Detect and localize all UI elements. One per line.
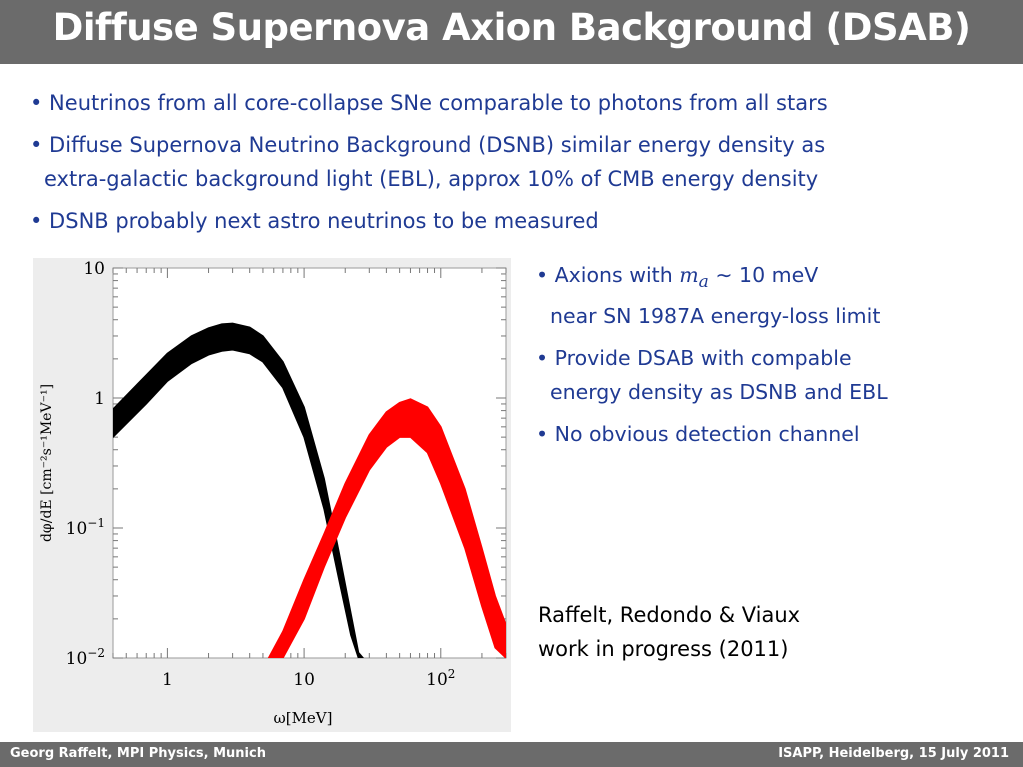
bullet-axion-mass-line1: • Axions with ma ∼ 10 meV xyxy=(536,258,1016,299)
y-tick-label: 1 xyxy=(94,389,105,409)
reference-authors: Raffelt, Redondo & Viaux xyxy=(538,603,801,627)
chart-panel: 1 10 102 10 1 10−1 10−2 ω[MeV] dφ/dE [cm⁻²s⁻¹M… xyxy=(33,258,511,732)
axion-mass-symbol: m xyxy=(679,263,699,287)
y-tick-label: 10 xyxy=(83,259,105,279)
main-bullet-list: • Neutrinos from all core-collapse SNe c… xyxy=(30,86,1000,246)
band-layer xyxy=(113,322,506,658)
y-axis-label: dφ/dE [cm⁻²s⁻¹MeV⁻¹] xyxy=(39,384,55,542)
x-tick-label: 1 xyxy=(162,670,173,690)
bullet-neutrinos: • Neutrinos from all core-collapse SNe c… xyxy=(30,91,828,115)
y-tick-label: 10−1 xyxy=(66,516,105,539)
slide-title: Diffuse Supernova Axion Background (DSAB… xyxy=(52,6,971,49)
side-bullet-list: • Axions with ma ∼ 10 meV near SN 1987A … xyxy=(536,258,1016,459)
bullet-dsab-energy-line1: • Provide DSAB with compable xyxy=(536,346,852,371)
x-tick-label: 10 xyxy=(293,670,315,690)
footer-author: Georg Raffelt, MPI Physics, Munich xyxy=(10,746,266,761)
neutrino-band xyxy=(113,322,365,658)
bullet-axion-mass-suffix: ∼ 10 meV xyxy=(708,263,819,287)
y-tick-label: 10−2 xyxy=(66,646,105,669)
bullet-axion-mass: • Axions with ma ∼ 10 meV near SN 1987A … xyxy=(536,258,1016,333)
axion-band xyxy=(267,398,506,658)
title-bar xyxy=(0,0,1023,64)
bullet-dsab-energy-line2: energy density as DSNB and EBL xyxy=(550,380,888,405)
bullet-no-detection: • No obvious detection channel xyxy=(536,422,860,447)
footer-event: ISAPP, Heidelberg, 15 July 2011 xyxy=(778,746,1009,761)
flux-chart: 1 10 102 10 1 10−1 10−2 ω[MeV] dφ/dE [cm⁻²s⁻¹M… xyxy=(39,259,507,727)
bullet-axion-mass-line2: near SN 1987A energy-loss limit xyxy=(550,304,881,329)
bullet-dsab-energy: • Provide DSAB with compable energy dens… xyxy=(536,341,1016,409)
reference-note: Raffelt, Redondo & Viaux work in progres… xyxy=(538,598,800,666)
bullet-dsnb-line2: extra-galactic background light (EBL), a… xyxy=(44,167,819,191)
x-axis-label: ω[MeV] xyxy=(273,709,332,727)
bullet-dsnb: • Diffuse Supernova Neutrino Background … xyxy=(30,128,1000,196)
footer-bar xyxy=(0,742,1023,767)
reference-status: work in progress (2011) xyxy=(538,637,789,661)
bullet-next-measured: • DSNB probably next astro neutrinos to … xyxy=(30,209,599,233)
x-tick-label: 102 xyxy=(426,667,455,690)
bullet-dsnb-line1: • Diffuse Supernova Neutrino Background … xyxy=(30,133,826,157)
axion-mass-subscript: a xyxy=(698,272,709,293)
bullet-axion-mass-prefix: • Axions with xyxy=(536,263,680,287)
